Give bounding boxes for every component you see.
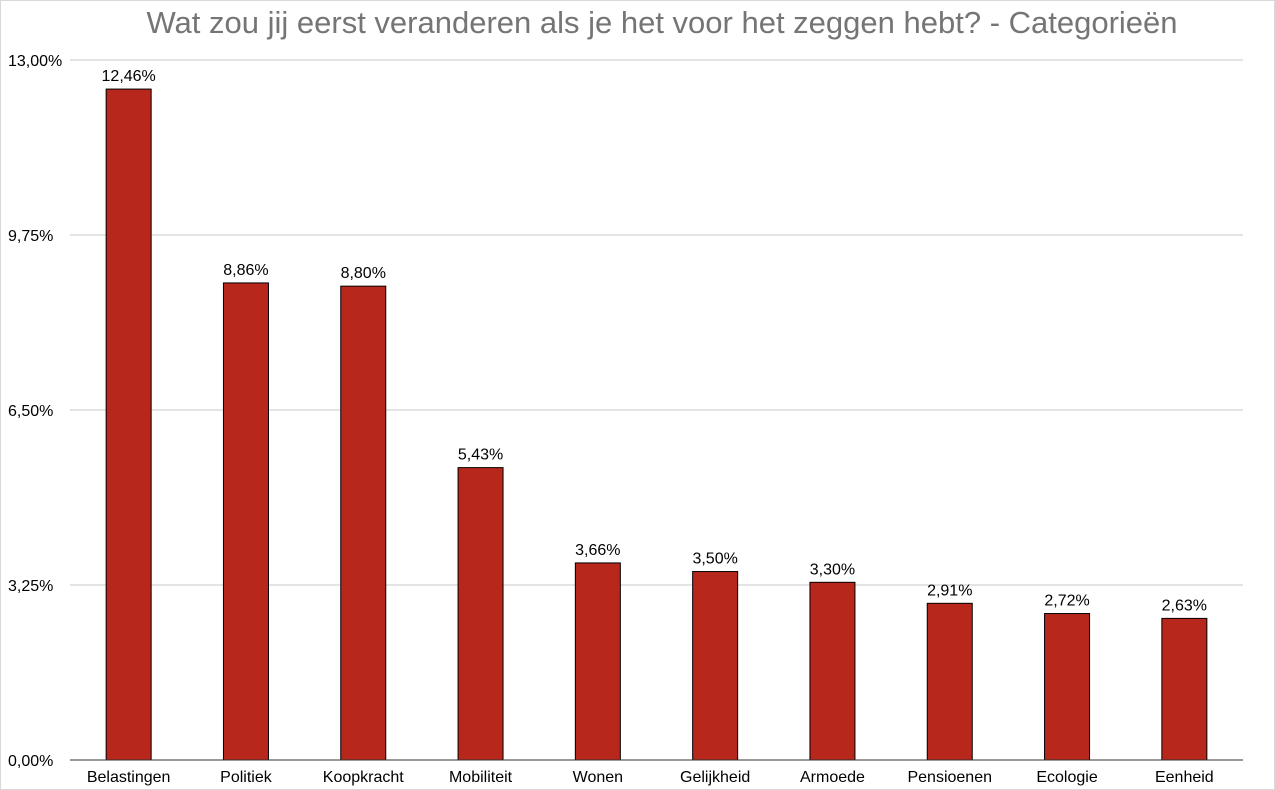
- bar: [1161, 617, 1208, 761]
- x-category-label: Politiek: [220, 769, 273, 786]
- bar: [809, 581, 856, 761]
- x-category-label: Mobiliteit: [449, 769, 513, 786]
- data-label: 3,50%: [692, 551, 737, 568]
- data-label: 8,80%: [341, 265, 386, 282]
- y-tick-label: 0,00%: [8, 753, 53, 770]
- bar: [457, 467, 504, 761]
- x-category-label: Wonen: [573, 769, 623, 786]
- x-category-label: Armoede: [800, 769, 865, 786]
- y-tick-label: 13,00%: [8, 53, 62, 70]
- data-labels: 12,46% 8,86% 8,80% 5,43% 3,66% 3,50% 3,30% 2,91…: [102, 68, 1208, 614]
- bar: [105, 88, 152, 761]
- bar: [926, 602, 973, 761]
- x-category-label: Eenheid: [1155, 769, 1214, 786]
- x-category-label: Belastingen: [87, 769, 171, 786]
- bar: [574, 562, 621, 761]
- data-label: 3,30%: [810, 561, 855, 578]
- x-category-label: Gelijkheid: [680, 769, 750, 786]
- x-category-label: Koopkracht: [323, 769, 404, 786]
- data-label: 2,91%: [927, 582, 972, 599]
- y-tick-label: 3,25%: [8, 578, 53, 595]
- bars: [105, 88, 1208, 761]
- data-label: 3,66%: [575, 542, 620, 559]
- bar: [692, 571, 739, 761]
- x-category-label: Ecologie: [1036, 769, 1097, 786]
- x-category-label: Pensioenen: [907, 769, 992, 786]
- data-label: 2,63%: [1162, 597, 1207, 614]
- bar: [1044, 613, 1091, 761]
- bar: [222, 282, 269, 761]
- y-axis-tick-labels: 0,00% 3,25% 6,50% 9,75% 13,00%: [8, 53, 62, 770]
- data-label: 5,43%: [458, 447, 503, 464]
- data-label: 2,72%: [1044, 593, 1089, 610]
- data-label: 12,46%: [102, 68, 156, 85]
- x-axis-category-labels: Belastingen Politiek Koopkracht Mobiliteit W…: [87, 769, 1214, 786]
- data-label: 8,86%: [223, 262, 268, 279]
- y-tick-label: 9,75%: [8, 228, 53, 245]
- bar: [340, 285, 387, 761]
- y-tick-label: 6,50%: [8, 403, 53, 420]
- chart-title: Wat zou jij eerst veranderen als je het …: [146, 5, 1177, 40]
